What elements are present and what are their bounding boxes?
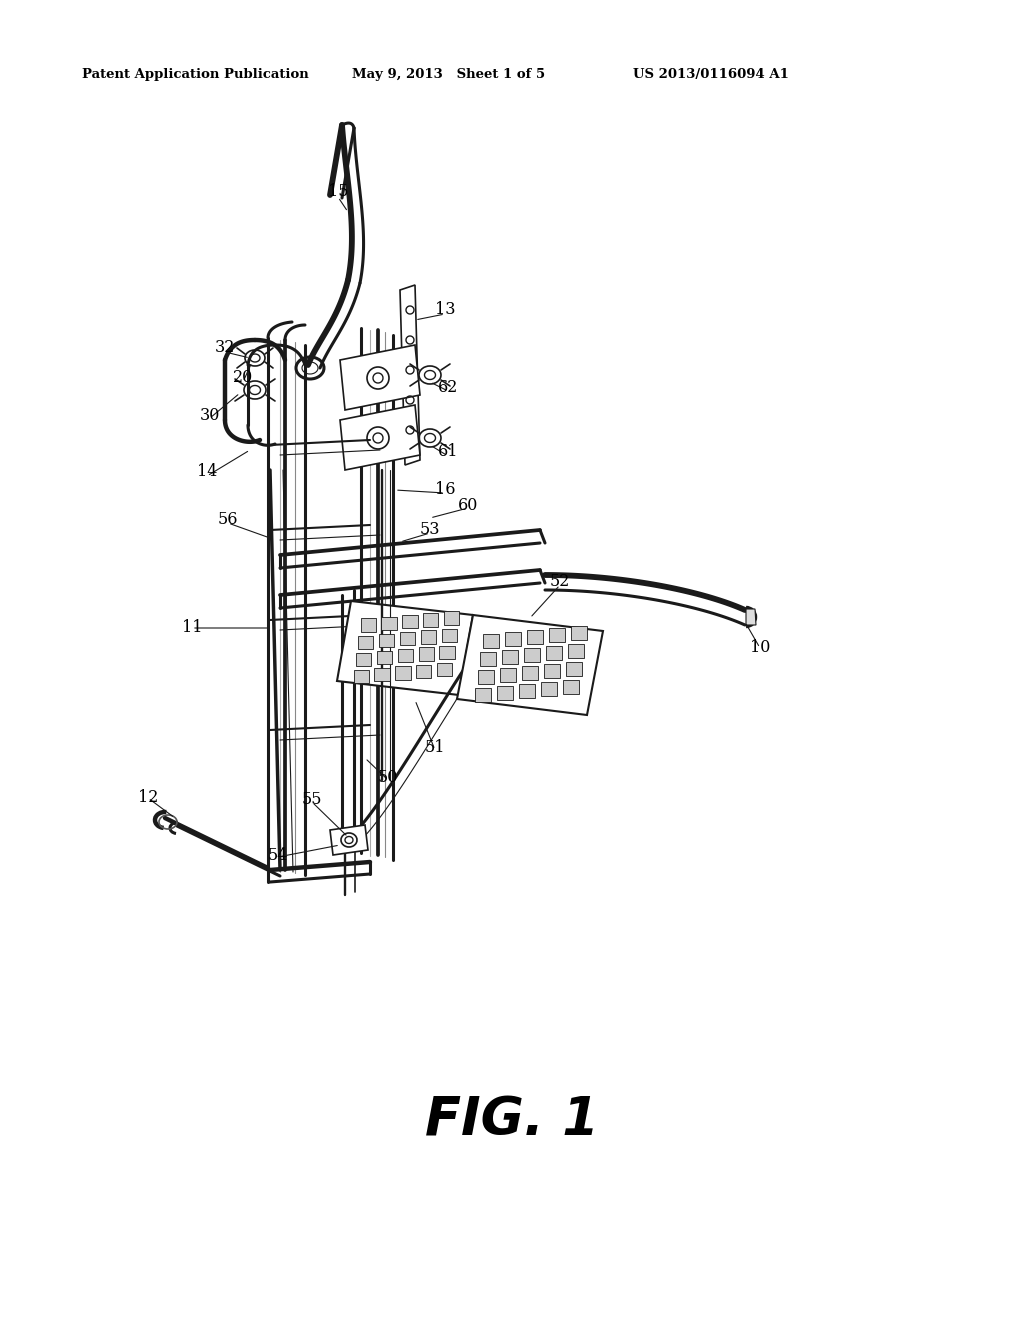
Text: 62: 62	[438, 380, 458, 396]
Polygon shape	[527, 630, 543, 644]
Polygon shape	[544, 664, 560, 678]
Polygon shape	[416, 664, 431, 677]
Polygon shape	[337, 601, 473, 696]
Polygon shape	[381, 616, 396, 630]
Polygon shape	[375, 668, 389, 681]
Text: Patent Application Publication: Patent Application Publication	[82, 69, 309, 81]
Polygon shape	[500, 668, 516, 682]
Text: 51: 51	[425, 739, 445, 756]
Polygon shape	[547, 645, 562, 660]
Polygon shape	[419, 647, 434, 661]
Text: 11: 11	[181, 619, 203, 636]
Polygon shape	[475, 688, 490, 702]
Polygon shape	[423, 614, 438, 627]
Text: 61: 61	[437, 444, 459, 461]
Polygon shape	[483, 634, 499, 648]
Polygon shape	[521, 667, 538, 680]
Polygon shape	[400, 632, 415, 645]
Polygon shape	[355, 652, 371, 667]
Polygon shape	[379, 634, 394, 647]
Text: US 2013/0116094 A1: US 2013/0116094 A1	[633, 69, 788, 81]
Polygon shape	[549, 628, 565, 642]
Polygon shape	[503, 649, 518, 664]
Polygon shape	[524, 648, 541, 663]
Text: 52: 52	[550, 573, 570, 590]
Polygon shape	[340, 405, 420, 470]
Polygon shape	[400, 285, 420, 465]
Polygon shape	[477, 671, 494, 684]
Text: 13: 13	[435, 301, 456, 318]
Polygon shape	[519, 684, 535, 698]
Polygon shape	[505, 632, 521, 645]
Polygon shape	[568, 644, 585, 657]
Polygon shape	[541, 682, 557, 696]
Text: FIG. 1: FIG. 1	[425, 1096, 599, 1147]
Polygon shape	[395, 667, 411, 680]
Polygon shape	[330, 825, 368, 855]
Polygon shape	[444, 611, 460, 624]
Polygon shape	[360, 619, 376, 632]
Polygon shape	[746, 609, 756, 624]
Text: 56: 56	[218, 511, 239, 528]
Text: 53: 53	[420, 521, 440, 539]
Text: 12: 12	[138, 789, 158, 807]
Text: 10: 10	[750, 639, 770, 656]
Polygon shape	[457, 615, 603, 715]
Polygon shape	[358, 635, 374, 649]
Polygon shape	[397, 649, 413, 663]
Text: 55: 55	[302, 792, 323, 808]
Text: 54: 54	[268, 846, 288, 863]
Polygon shape	[402, 615, 418, 628]
Polygon shape	[421, 631, 436, 644]
Text: 20: 20	[232, 370, 253, 387]
Polygon shape	[377, 651, 392, 664]
Polygon shape	[441, 628, 457, 642]
Polygon shape	[480, 652, 497, 667]
Polygon shape	[563, 680, 579, 694]
Polygon shape	[353, 669, 369, 682]
Polygon shape	[565, 663, 582, 676]
Text: 32: 32	[215, 339, 236, 356]
Text: 14: 14	[197, 463, 217, 480]
Polygon shape	[439, 645, 455, 659]
Polygon shape	[437, 663, 453, 676]
Text: 15: 15	[328, 183, 348, 201]
Text: 60: 60	[458, 498, 478, 515]
Text: 16: 16	[435, 482, 456, 499]
Text: 50: 50	[378, 770, 398, 787]
Polygon shape	[340, 345, 420, 411]
Polygon shape	[571, 626, 587, 640]
Text: May 9, 2013   Sheet 1 of 5: May 9, 2013 Sheet 1 of 5	[352, 69, 545, 81]
Polygon shape	[497, 686, 513, 700]
Text: 30: 30	[200, 407, 220, 424]
